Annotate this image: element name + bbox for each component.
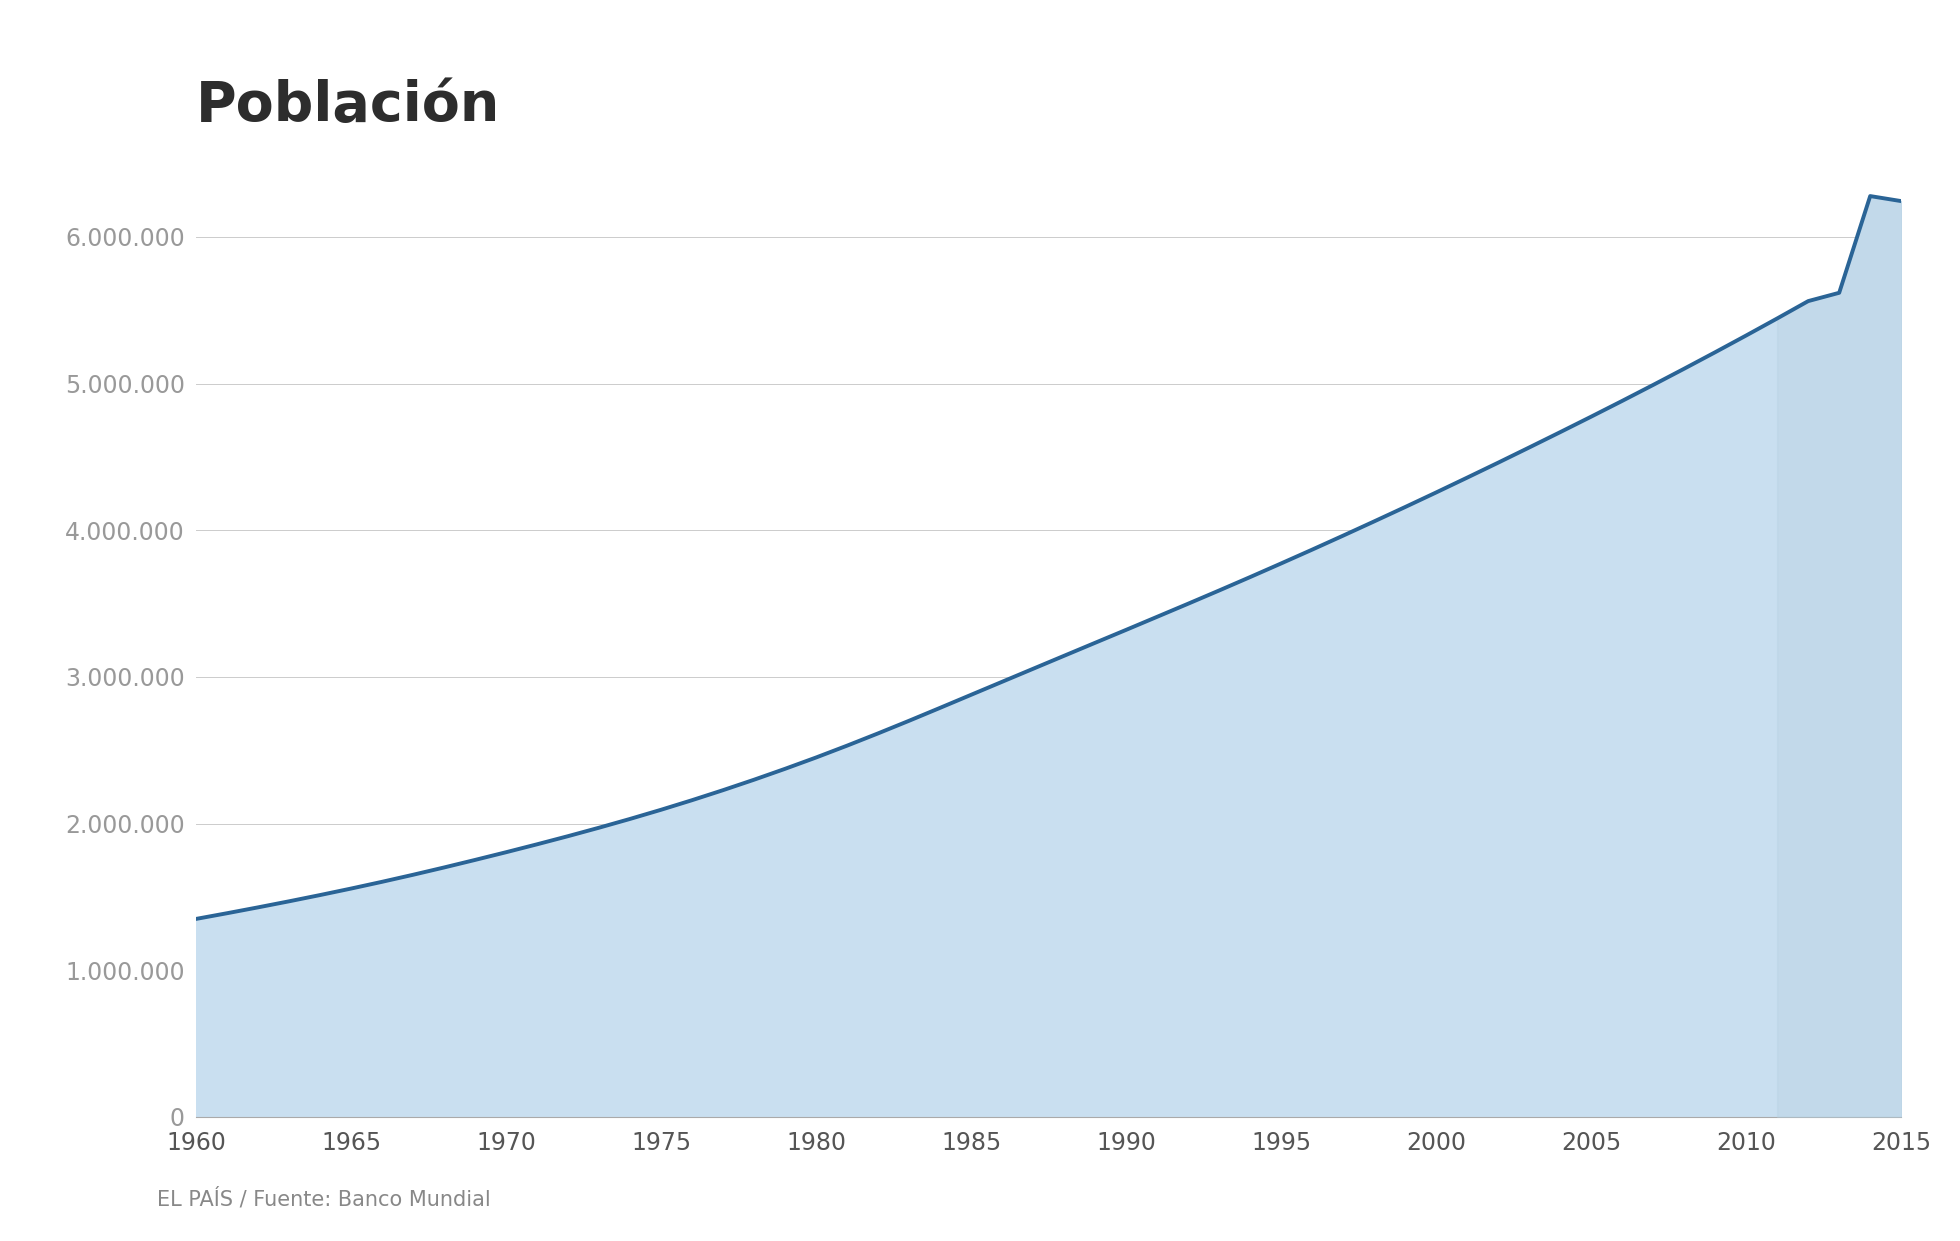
Text: EL PAÍS / Fuente: Banco Mundial: EL PAÍS / Fuente: Banco Mundial <box>157 1189 490 1210</box>
Text: Población: Población <box>196 79 500 133</box>
